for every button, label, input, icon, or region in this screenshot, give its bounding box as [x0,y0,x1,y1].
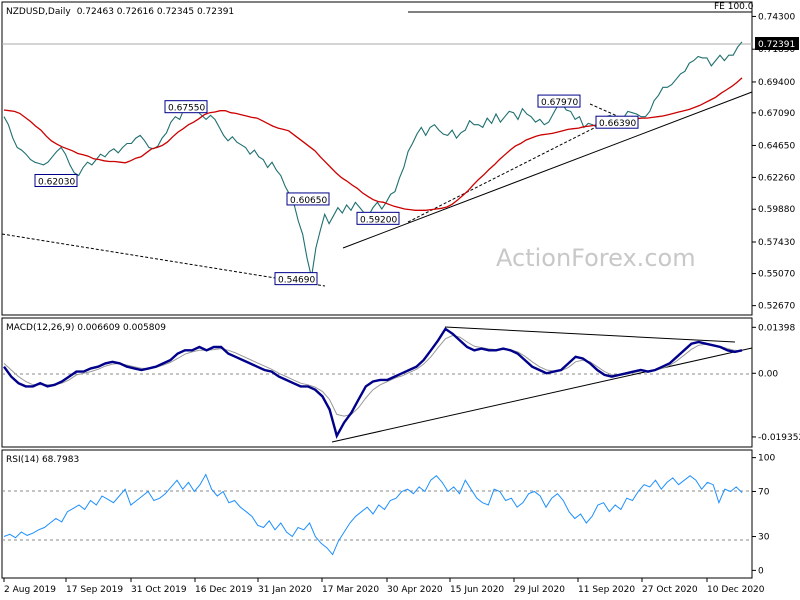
x-tick-label: 2 Aug 2019 [4,585,56,595]
x-tick-label: 10 Dec 2020 [707,585,765,595]
price-label-box [595,115,639,129]
support-trendline [342,91,753,249]
last-price-tag-box [755,37,799,50]
price-label-box [286,192,330,206]
rsi-series [3,473,743,556]
price-label: 0.67550 [168,104,205,114]
price-label-box [164,100,208,114]
macd-line [3,327,743,439]
macd-tick-label: 0.01398 [758,323,795,333]
rsi-panel [1,449,753,579]
price-label: 0.59200 [360,215,397,225]
macd-lower-trendline [331,347,753,443]
fe-label: FE 100.0 [714,2,754,12]
macd-panel [1,317,753,448]
price-tick-label: 0.64650 [758,141,795,151]
price-tick-label: 0.71850 [758,45,795,55]
price-label-box [34,173,78,187]
x-tick-label: 17 Sep 2019 [66,585,123,595]
rsi-tick-label: 0 [758,566,764,576]
price-tick-label: 0.55070 [758,270,795,280]
price-labels: 0.67550 0.62030 0.60650 0.59200 0.54690 0.679… [34,94,639,286]
x-tick-label: 17 Mar 2020 [322,585,379,595]
price-tick-label: 0.69400 [758,78,795,88]
macd-y-ticks: 0.01398 0.00 -0.019352 [752,323,800,443]
macd-series [3,327,743,439]
dashed-trendline-left [1,233,326,287]
x-axis: 2 Aug 2019 17 Sep 2019 31 Oct 2019 16 Dec 2… [3,578,765,595]
price-label: 0.54690 [278,276,315,286]
price-panel-title: NZDUSD,Daily 0.72463 0.72616 0.72345 0.72… [6,7,234,17]
rsi-tick-label: 100 [758,454,775,464]
rsi-tick-label: 30 [758,533,770,543]
x-tick-label: 31 Oct 2019 [131,585,187,595]
price-label-box [356,211,400,225]
price-tick-label: 0.67090 [758,109,795,119]
x-tick-label: 15 Jun 2020 [450,585,504,595]
last-price-tag: 0.72391 [758,40,795,50]
x-tick-label: 11 Sep 2020 [578,585,635,595]
price-label-box [274,272,318,286]
macd-upper-trendline [444,326,736,343]
rsi-y-ticks: 100 70 30 0 [752,454,775,576]
price-panel [1,1,753,316]
macd-panel-title: MACD(12,26,9) 0.006609 0.005809 [6,323,166,333]
watermark: ActionForex.com [496,244,696,272]
x-tick-label: 27 Oct 2020 [642,585,698,595]
price-label: 0.66390 [599,119,636,129]
price-label: 0.60650 [290,196,327,206]
x-tick-label: 29 Jul 2020 [514,585,565,595]
macd-tick-label: 0.00 [758,369,778,379]
x-tick-label: 31 Jan 2020 [258,585,312,595]
price-tick-label: 0.59880 [758,205,795,215]
rsi-line [3,473,743,556]
price-label: 0.62030 [38,177,75,187]
price-tick-label: 0.74300 [758,12,795,22]
price-tick-label: 0.52670 [758,302,795,312]
rsi-panel-title: RSI(14) 68.7983 [6,455,79,465]
macd-tick-label: -0.019352 [758,433,800,443]
price-tick-label: 0.62260 [758,173,795,183]
price-label-box [537,94,581,108]
rsi-tick-label: 70 [758,487,770,497]
x-tick-label: 16 Dec 2019 [195,585,253,595]
price-y-ticks: 0.74300 0.71850 0.69400 0.67090 0.64650 0.622… [752,12,795,312]
x-tick-label: 30 Apr 2020 [387,585,443,595]
price-tick-label: 0.57430 [758,238,795,248]
dashed-trendline-mid [407,125,599,223]
price-label: 0.67970 [541,98,578,108]
